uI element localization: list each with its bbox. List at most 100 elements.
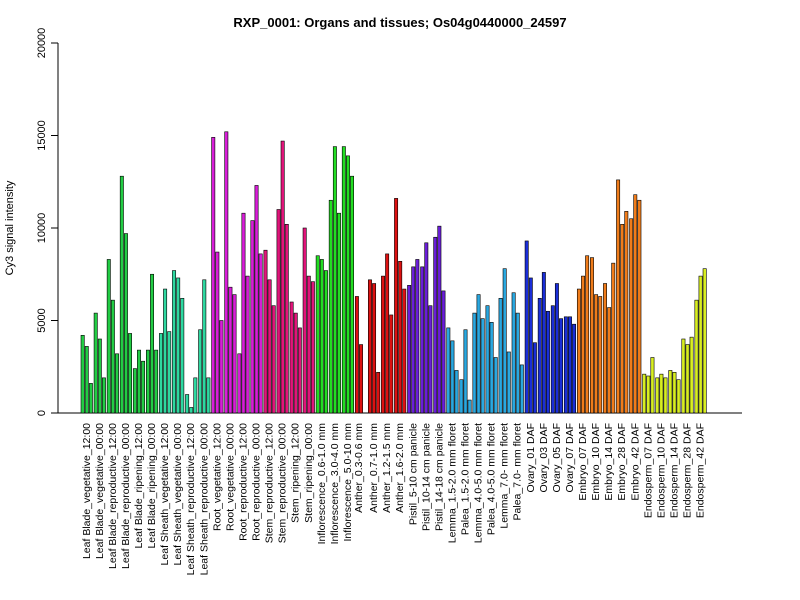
bar bbox=[154, 349, 159, 414]
bar bbox=[532, 342, 537, 414]
x-tick-label: Leaf Blade_ripening_12:00 bbox=[133, 423, 145, 549]
bar bbox=[559, 318, 563, 414]
bar bbox=[193, 377, 198, 414]
bar bbox=[607, 307, 612, 414]
bar bbox=[368, 279, 372, 414]
bar-group bbox=[420, 242, 433, 414]
x-tick-label: Ovary_05 DAF bbox=[551, 423, 563, 492]
bar bbox=[476, 294, 481, 414]
bar bbox=[319, 259, 324, 414]
bar bbox=[97, 338, 102, 414]
bar-group bbox=[328, 146, 341, 414]
x-tick-label: Pistil_10-14 cm panicle bbox=[420, 423, 432, 531]
x-tick-label: Pistil_14-18 cm panicle bbox=[433, 423, 445, 531]
bar-group bbox=[368, 279, 381, 414]
bar bbox=[101, 377, 106, 414]
bar bbox=[88, 383, 93, 414]
bar bbox=[302, 227, 307, 414]
bar bbox=[115, 353, 119, 414]
x-tick-label: Stem_reproductive_00:00 bbox=[277, 423, 289, 543]
bar bbox=[655, 377, 660, 414]
bar bbox=[433, 236, 438, 414]
bar-group bbox=[93, 312, 106, 414]
x-tick-label: Lemma_7.0- mm floret bbox=[499, 423, 511, 529]
bar bbox=[284, 224, 289, 414]
bar bbox=[163, 288, 168, 414]
bar bbox=[123, 233, 128, 414]
bar bbox=[611, 262, 616, 414]
bar-group bbox=[263, 249, 276, 414]
bar-group bbox=[498, 268, 511, 414]
bar-group bbox=[250, 185, 263, 414]
bar-group bbox=[642, 357, 655, 414]
bar bbox=[110, 299, 115, 414]
bar-group bbox=[159, 288, 172, 414]
x-tick-label: Stem_reproductive_12:00 bbox=[264, 423, 276, 543]
bar bbox=[224, 131, 229, 414]
x-tick-label: Root_vegetative_12:00 bbox=[211, 423, 223, 531]
bar bbox=[463, 329, 468, 414]
y-tick-label: 5000 bbox=[36, 308, 48, 332]
bar bbox=[141, 360, 146, 414]
bar bbox=[506, 351, 511, 414]
bar bbox=[485, 305, 490, 414]
bar-group bbox=[132, 349, 146, 414]
x-tick-label: Leaf Blade_ripening_00:00 bbox=[146, 423, 158, 549]
x-tick-label: Anther_1.6-2.0 mm bbox=[394, 423, 406, 513]
bar bbox=[167, 331, 172, 414]
x-tick-label: Palea_4.0-5.0 mm floret bbox=[486, 423, 498, 535]
bar-group bbox=[80, 334, 93, 414]
bar-group bbox=[550, 283, 563, 414]
bar bbox=[480, 318, 485, 414]
x-tick-label: Anther_0.3-0.6 mm bbox=[353, 423, 365, 513]
bar bbox=[385, 253, 390, 414]
bar-group bbox=[211, 137, 224, 414]
bar bbox=[515, 312, 520, 414]
x-tick-label: Inflorescence_3.0-4.0 mm bbox=[329, 423, 341, 545]
bar bbox=[345, 155, 350, 414]
x-tick-label: Endosperm_14 DAF bbox=[668, 423, 680, 518]
bar bbox=[271, 305, 276, 414]
bar bbox=[672, 371, 677, 414]
bar bbox=[245, 275, 250, 414]
bar-group bbox=[459, 329, 472, 414]
bar-group bbox=[590, 257, 603, 414]
bar bbox=[459, 379, 464, 414]
bar bbox=[415, 259, 420, 414]
y-tick-label: 15000 bbox=[36, 120, 48, 151]
bar-group bbox=[276, 140, 289, 414]
bars-group bbox=[80, 131, 707, 414]
bar bbox=[528, 277, 533, 414]
bar bbox=[241, 212, 246, 414]
x-tick-label: Ovary_07 DAF bbox=[564, 423, 576, 492]
bar bbox=[698, 275, 703, 414]
y-axis: 0 5000 10000 15000 20000 bbox=[36, 28, 59, 416]
x-tick-label: Pistil_5-10 cm panicle bbox=[407, 423, 419, 525]
bar-group bbox=[302, 227, 315, 414]
bar bbox=[211, 137, 216, 414]
bar-group bbox=[106, 259, 119, 414]
x-tick-label: Stem_ripening_12:00 bbox=[290, 423, 302, 523]
bar-group bbox=[224, 131, 237, 414]
bar bbox=[637, 199, 642, 414]
bar bbox=[128, 333, 132, 414]
bar bbox=[328, 199, 333, 414]
bar bbox=[437, 225, 442, 414]
bar bbox=[372, 283, 377, 414]
bar bbox=[293, 312, 298, 414]
bar bbox=[428, 305, 433, 414]
x-tick-label: Stem_ripening_00:00 bbox=[303, 423, 315, 523]
bar bbox=[150, 273, 154, 414]
bar bbox=[585, 255, 590, 414]
bar bbox=[206, 377, 211, 414]
bar bbox=[389, 314, 394, 414]
x-tick-label: Endosperm_07 DAF bbox=[642, 423, 654, 518]
bar bbox=[106, 259, 111, 414]
x-tick-label: Embryo_42 DAF bbox=[629, 423, 641, 501]
bar bbox=[650, 357, 655, 414]
x-tick-label: Lemma_4.0-5.0 mm floret bbox=[473, 423, 485, 543]
bar bbox=[472, 312, 477, 414]
x-tick-label: Endosperm_42 DAF bbox=[695, 423, 707, 518]
bar bbox=[603, 283, 608, 414]
